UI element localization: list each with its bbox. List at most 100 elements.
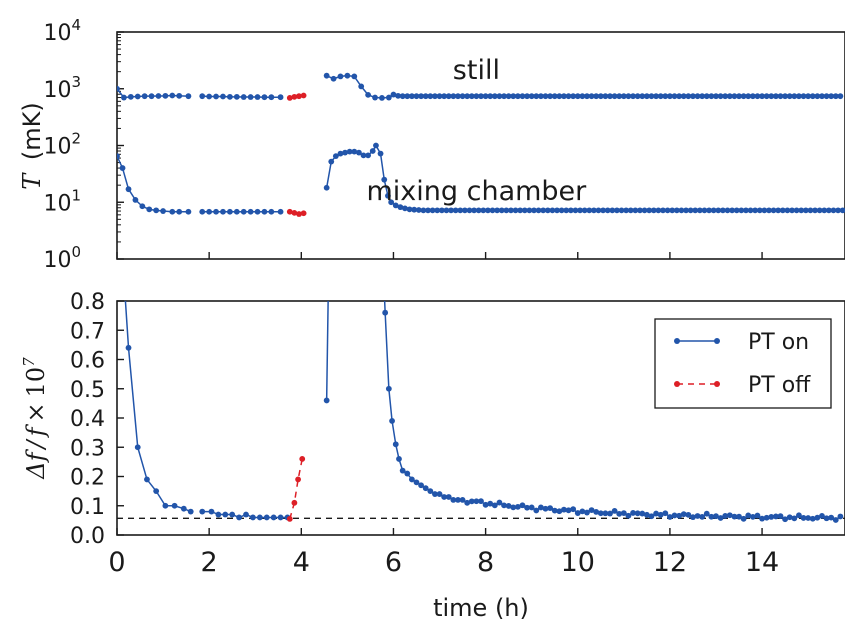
top-still-on-point bbox=[491, 93, 498, 100]
top-mc-on-point bbox=[323, 184, 330, 191]
legend-pt-on-marker-right bbox=[714, 338, 720, 344]
bottom-pt-on-point bbox=[187, 508, 194, 515]
bottom-pt-off-point bbox=[286, 516, 293, 522]
top-mc-on-point bbox=[498, 207, 505, 214]
top-still-on-point bbox=[185, 93, 192, 100]
top-still-on-point bbox=[464, 93, 471, 100]
bottom-pt-on-point bbox=[445, 494, 452, 500]
y-label-times: × bbox=[22, 402, 50, 422]
top-still-on-point bbox=[330, 75, 337, 82]
top-still-on-point bbox=[717, 93, 724, 100]
bottom-pt-on-point bbox=[533, 507, 540, 514]
bottom-y-tick-label: 0.7 bbox=[70, 319, 105, 344]
top-mc-on-point bbox=[526, 207, 533, 214]
top-mc-on-point bbox=[240, 208, 247, 215]
top-mc-on-point bbox=[729, 207, 736, 214]
bottom-pt-on-point bbox=[786, 514, 793, 521]
top-mc-off-point bbox=[286, 208, 293, 215]
top-still-on-point bbox=[247, 94, 254, 100]
top-mc-on-point bbox=[199, 208, 206, 215]
top-still-on-point bbox=[772, 93, 779, 100]
bottom-pt-on-point bbox=[496, 499, 503, 506]
top-still-on-point bbox=[436, 93, 443, 100]
bottom-pt-on-point bbox=[450, 497, 457, 503]
bottom-pt-on-point bbox=[713, 513, 719, 520]
bottom-pt-on-point bbox=[408, 476, 415, 483]
top-mc-on-point bbox=[784, 207, 791, 214]
top-mc-on-point bbox=[489, 207, 496, 214]
top-mc-on-point bbox=[169, 208, 176, 215]
top-still-on-point bbox=[796, 93, 802, 100]
bottom-x-tick-label: 0 bbox=[108, 547, 125, 578]
bottom-pt-on-point bbox=[392, 441, 399, 448]
bottom-pt-off-point bbox=[299, 456, 306, 462]
top-still-on-point bbox=[385, 94, 392, 101]
top-mc-on-point bbox=[646, 207, 653, 214]
top-mc-on-point bbox=[388, 199, 395, 206]
top-still-on-point bbox=[740, 93, 747, 100]
top-mc-on-point bbox=[385, 192, 391, 199]
top-still-on-point bbox=[155, 93, 162, 99]
bottom-pt-on-point bbox=[772, 513, 779, 520]
top-still-on-point bbox=[722, 93, 729, 100]
bottom-y-tick-label: 0.1 bbox=[70, 495, 105, 520]
bottom-pt-on-point bbox=[505, 503, 512, 509]
top-mc-on-point bbox=[351, 148, 358, 155]
top-still-on-point bbox=[639, 93, 646, 100]
bottom-pt-on-point bbox=[611, 508, 618, 514]
top-still-on-point bbox=[653, 93, 659, 100]
bottom-pt-on-point bbox=[828, 514, 835, 521]
top-mc-on-point bbox=[457, 207, 464, 214]
top-still-on-point bbox=[524, 93, 530, 100]
top-still-on-point bbox=[791, 93, 798, 100]
top-mc-on-point bbox=[793, 207, 800, 214]
top-still-on-point bbox=[556, 93, 563, 100]
top-mc-on-point bbox=[678, 207, 685, 214]
top-mc-on-point bbox=[471, 207, 477, 214]
bottom-y-tick-label: 0.2 bbox=[70, 466, 105, 491]
bottom-x-tick-label: 4 bbox=[293, 547, 310, 578]
top-still-on-point bbox=[117, 85, 120, 92]
bottom-pt-on-point bbox=[413, 479, 420, 486]
top-mc-on-point bbox=[535, 207, 542, 214]
bottom-pt-on-point bbox=[805, 515, 812, 521]
top-still-on-point bbox=[736, 93, 742, 100]
top-mc-on-point bbox=[544, 207, 551, 214]
top-still-on-point bbox=[162, 92, 169, 99]
bottom-pt-on-point bbox=[625, 512, 632, 519]
bottom-pt-on-point bbox=[657, 511, 664, 518]
bottom-pt-on-point bbox=[662, 510, 669, 517]
top-mc-on-point bbox=[733, 207, 740, 214]
top-still-on-point bbox=[745, 93, 752, 100]
top-still-on-point bbox=[690, 93, 696, 100]
top-still-off-point bbox=[300, 92, 307, 99]
top-mc-on-point bbox=[512, 207, 519, 214]
bottom-pt-on-point bbox=[208, 508, 215, 515]
top-still-on-point bbox=[763, 93, 770, 100]
bottom-pt-on-point bbox=[250, 514, 256, 521]
top-still-on-point bbox=[597, 93, 604, 100]
top-still-on-point bbox=[141, 93, 148, 100]
top-still-on-point bbox=[703, 93, 710, 100]
top-still-on-point bbox=[680, 93, 687, 100]
bottom-pt-on-point bbox=[630, 510, 636, 516]
top-mc-on-point bbox=[381, 176, 388, 183]
top-still-on-point bbox=[542, 93, 549, 100]
top-mc-on-point bbox=[692, 207, 699, 214]
top-mc-on-point bbox=[696, 207, 703, 214]
top-mc-on-point bbox=[807, 207, 814, 214]
top-mc-on-point bbox=[839, 207, 845, 214]
top-still-on-point bbox=[759, 93, 765, 100]
bottom-pt-on-point bbox=[814, 514, 821, 521]
top-mc-on-point bbox=[812, 207, 818, 214]
top-mc-on-point bbox=[802, 207, 809, 214]
bottom-pt-on-point bbox=[763, 514, 770, 521]
top-mc-on-point bbox=[724, 207, 731, 214]
bottom-pt-on-point bbox=[680, 511, 687, 518]
top-mc-on-point bbox=[337, 150, 344, 157]
top-still-on-point bbox=[620, 93, 627, 100]
top-mc-on-point bbox=[132, 197, 139, 203]
bottom-x-tick-label: 10 bbox=[561, 547, 595, 578]
top-mc-on-point bbox=[365, 152, 372, 159]
bottom-pt-on-line bbox=[383, 301, 468, 504]
